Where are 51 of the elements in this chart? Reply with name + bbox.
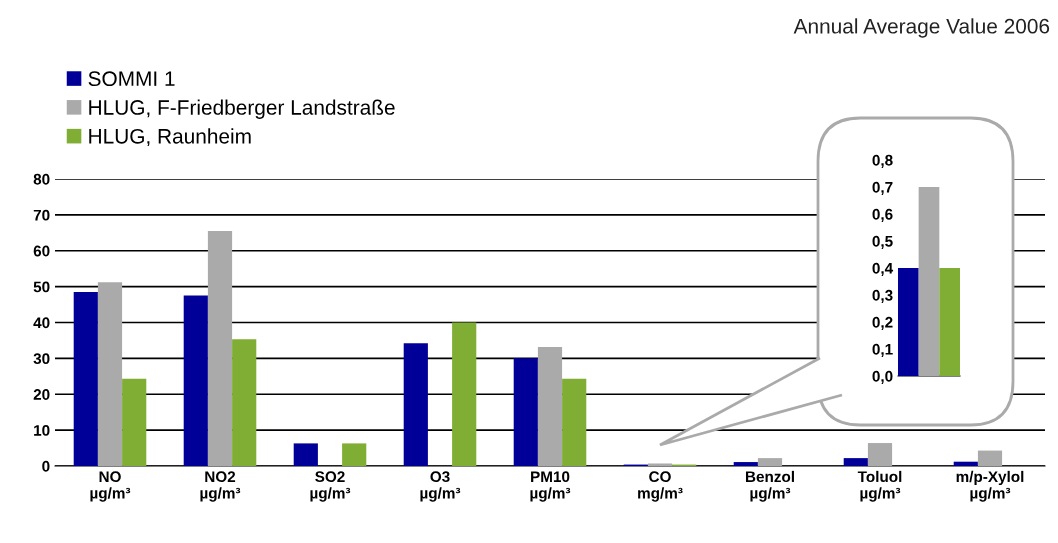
y-tick-label: 60 (33, 245, 50, 257)
y-tick-label: 10 (34, 424, 50, 436)
bar (977, 450, 1003, 466)
y-tick-label: 0,0 (872, 370, 893, 384)
y-tick-label: 0,8 (872, 154, 893, 168)
bar (207, 231, 233, 466)
y-tick-label: 40 (33, 317, 50, 329)
legend-label: SOMMI 1 (88, 71, 175, 87)
y-tick-label: 80 (33, 173, 50, 185)
y-tick-label: 50 (33, 281, 50, 293)
bar (342, 443, 367, 466)
y-tick-label: 70 (33, 209, 50, 221)
bar (403, 343, 428, 466)
y-tick-label: 30 (33, 353, 50, 365)
bar (122, 378, 147, 466)
y-tick-label: 0,7 (872, 181, 893, 195)
bar (757, 458, 783, 466)
x-tick-label: CO mg/m³ (638, 471, 683, 502)
bar (452, 322, 477, 466)
bar (97, 282, 123, 466)
bar (183, 295, 208, 466)
bar (867, 443, 893, 466)
bar (232, 339, 257, 466)
x-tick-label: PM10 µg/m³ (530, 471, 571, 502)
bar (513, 358, 538, 466)
bar (647, 463, 673, 466)
y-tick-label: 0,6 (872, 208, 893, 222)
x-tick-label: NO µg/m³ (90, 471, 131, 502)
x-tick-label: Benzol µg/m³ (745, 470, 794, 502)
x-tick-label: Toluol µg/m³ (857, 470, 902, 502)
bar (953, 461, 978, 466)
x-tick-label: O3 µg/m³ (420, 471, 461, 502)
bar (733, 462, 758, 466)
x-tick-label: SO2 µg/m³ (310, 471, 351, 502)
bar (293, 443, 318, 466)
chart-title: Annual Average Value 2006 (793, 18, 1050, 38)
bar (843, 458, 868, 466)
legend-label: HLUG, F-Friedberger Landstraße (89, 99, 395, 119)
y-tick-label: 0,2 (872, 316, 893, 330)
y-tick-label: 0,4 (872, 262, 894, 276)
y-tick-label: 20 (33, 389, 50, 400)
y-tick-label: 0,5 (872, 235, 893, 249)
y-tick-label: 0,3 (872, 289, 893, 303)
bar (537, 346, 563, 466)
y-tick-label: 0 (42, 460, 50, 472)
x-tick-label: NO2 µg/m³ (200, 471, 241, 502)
legend-label: HLUG, Raunheim (89, 128, 251, 147)
bar (562, 378, 587, 466)
x-tick-label: m/p-Xylol µg/m³ (956, 470, 1024, 502)
bar (73, 292, 98, 466)
y-tick-label: 0,1 (872, 343, 893, 357)
